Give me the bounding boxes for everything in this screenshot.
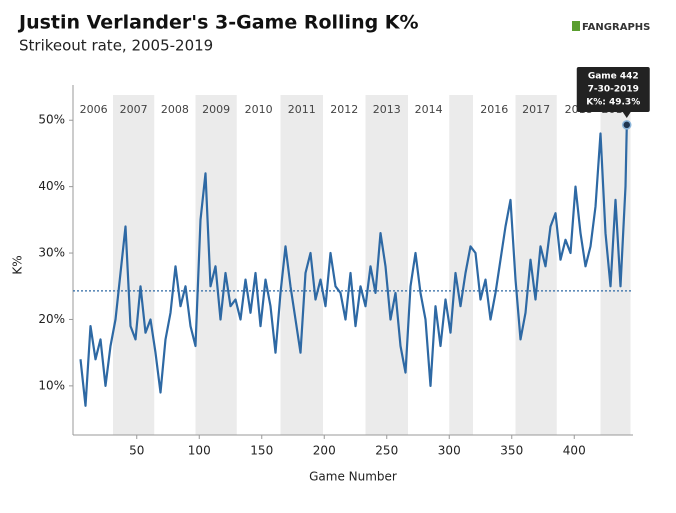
y-tick-label: 30% bbox=[38, 246, 65, 260]
x-tick-label: 100 bbox=[188, 444, 211, 458]
subtitle: Strikeout rate, 2005-2019 bbox=[19, 37, 213, 55]
x-tick-label: 300 bbox=[438, 444, 461, 458]
logo-icon bbox=[572, 21, 580, 31]
season-label: 2006 bbox=[80, 103, 108, 116]
season-band bbox=[449, 95, 473, 435]
y-tick-label: 20% bbox=[38, 312, 65, 326]
x-tick-label: 350 bbox=[500, 444, 523, 458]
x-tick-label: 250 bbox=[375, 444, 398, 458]
x-axis-label: Game Number bbox=[309, 470, 397, 484]
x-tick-label: 150 bbox=[250, 444, 273, 458]
season-label: 2016 bbox=[480, 103, 508, 116]
tooltip-text: K%: 49.3% bbox=[586, 98, 640, 108]
tooltip-text: 7-30-2019 bbox=[588, 85, 639, 95]
season-band bbox=[365, 95, 408, 435]
y-tick-label: 10% bbox=[38, 378, 65, 392]
season-label: 2010 bbox=[245, 103, 273, 116]
y-tick-label: 50% bbox=[38, 113, 65, 127]
series-line bbox=[79, 124, 628, 407]
season-label: 2012 bbox=[330, 103, 358, 116]
tooltip-box bbox=[576, 67, 650, 112]
x-tick-label: 400 bbox=[563, 444, 586, 458]
season-band bbox=[515, 95, 557, 435]
x-tick-label: 200 bbox=[313, 444, 336, 458]
tooltip-text: Game 442 bbox=[588, 72, 639, 82]
y-axis-label: K% bbox=[11, 255, 25, 274]
season-label: 2007 bbox=[120, 103, 148, 116]
season-band bbox=[113, 95, 155, 435]
title: Justin Verlander's 3-Game Rolling K% bbox=[17, 12, 419, 34]
tooltip-arrow bbox=[622, 112, 631, 118]
logo: FANGRAPHS bbox=[582, 22, 650, 33]
y-tick-label: 40% bbox=[38, 179, 65, 193]
season-label: 2008 bbox=[161, 103, 189, 116]
season-label: 2013 bbox=[373, 103, 401, 116]
season-label: 2009 bbox=[202, 103, 230, 116]
x-tick-label: 50 bbox=[129, 444, 144, 458]
season-label: 2014 bbox=[415, 103, 443, 116]
highlight-point bbox=[622, 120, 632, 130]
season-band bbox=[195, 95, 237, 435]
season-label: 2017 bbox=[522, 103, 550, 116]
season-label: 2011 bbox=[288, 103, 316, 116]
